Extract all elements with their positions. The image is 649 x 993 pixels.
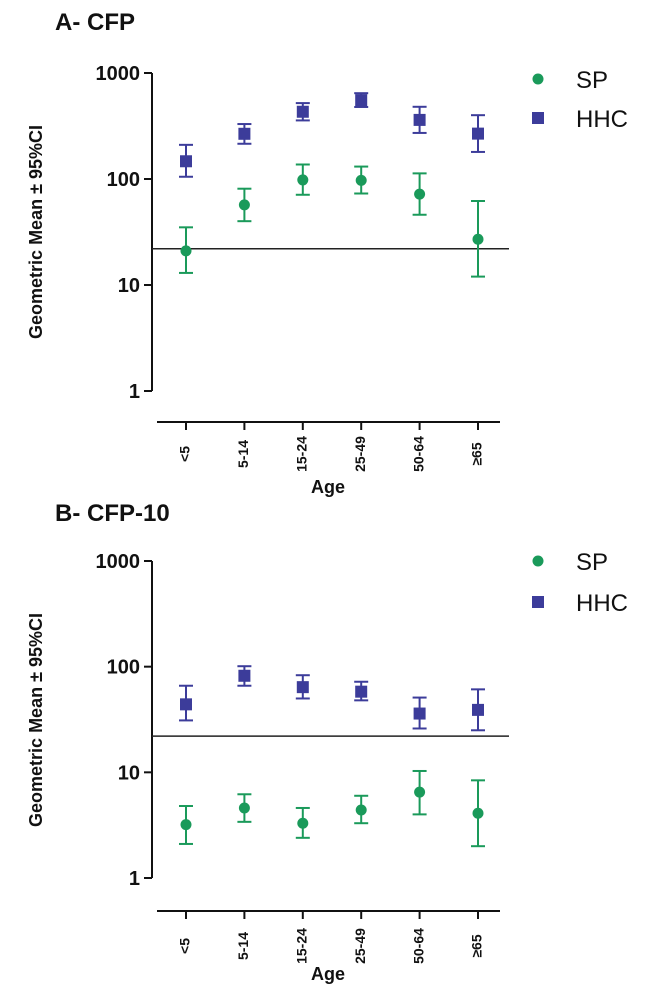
data-point-sp: [472, 807, 484, 819]
y-tick-label: 100: [107, 657, 140, 679]
series-hhc: [179, 665, 485, 732]
data-point-sp: [472, 233, 484, 245]
data-point-hhc: [180, 155, 192, 168]
x-tick-label: 25-49: [352, 436, 368, 472]
legend-label-hhc: HHC: [576, 106, 628, 133]
data-point-hhc: [296, 105, 309, 118]
y-tick-label: 10: [118, 275, 140, 297]
data-point-sp: [355, 804, 367, 816]
x-tick-label: 15-24: [294, 928, 310, 964]
data-point-sp: [297, 174, 309, 186]
legend-marker-sp: [532, 555, 544, 567]
y-axis-label: Geometric Mean ± 95%CI: [26, 125, 46, 339]
series-sp: [179, 163, 485, 278]
data-point-sp: [414, 786, 426, 798]
x-tick-label: ≥65: [469, 442, 485, 465]
data-point-hhc: [238, 127, 251, 140]
data-point-sp: [297, 817, 309, 829]
x-tick-label: 50-64: [410, 928, 426, 964]
data-point-hhc: [413, 113, 426, 126]
data-point-hhc: [413, 707, 426, 720]
legend-label-hhc: HHC: [576, 590, 628, 617]
x-axis-label: Age: [311, 964, 345, 984]
data-point-hhc: [180, 698, 192, 711]
data-point-hhc: [238, 669, 251, 682]
legend: SP HHC: [532, 67, 628, 133]
x-tick-label: ≥65: [469, 934, 485, 957]
x-tick-label: 5-14: [235, 932, 251, 960]
legend-label-sp: SP: [576, 67, 608, 94]
x-tick-label: 15-24: [294, 436, 310, 472]
x-tick-label: 50-64: [410, 436, 426, 472]
data-point-sp: [180, 819, 192, 831]
x-tick-label: 5-14: [235, 440, 251, 468]
y-tick-label: 1000: [96, 551, 141, 573]
series-hhc: [179, 92, 485, 178]
series-sp: [179, 769, 485, 848]
data-point-sp: [414, 188, 426, 200]
y-tick-label: 1: [129, 381, 140, 403]
panel-title: B- CFP-10: [55, 500, 170, 527]
legend-marker-hhc: [532, 596, 544, 608]
y-tick-label: 10: [118, 762, 140, 784]
data-point-sp: [238, 199, 250, 211]
x-tick-label: 25-49: [352, 928, 368, 964]
data-point-hhc: [355, 685, 368, 698]
y-tick-label: 1000: [96, 63, 141, 85]
legend-marker-hhc: [532, 112, 544, 124]
x-tick-label: <5: [177, 938, 193, 954]
data-point-hhc: [472, 127, 484, 140]
chart-panel-a: A- CFP 1 10 100 1000 Geometric Mean ± 95%CI <5…: [26, 9, 628, 497]
data-point-hhc: [472, 703, 484, 716]
legend-marker-sp: [532, 73, 544, 85]
y-tick-label: 100: [107, 169, 140, 191]
y-tick-label: 1: [129, 868, 140, 890]
data-point-hhc: [296, 681, 309, 694]
chart-panel-b: B- CFP-10 1 10 100 1000 Geometric Mean ± 95%C…: [26, 500, 628, 984]
legend: SP HHC: [532, 549, 628, 617]
x-axis-label: Age: [311, 477, 345, 497]
data-point-hhc: [355, 94, 368, 107]
data-point-sp: [355, 174, 367, 186]
panel-title: A- CFP: [55, 9, 135, 36]
data-point-sp: [238, 802, 250, 814]
data-point-sp: [180, 245, 192, 257]
y-axis-label: Geometric Mean ± 95%CI: [26, 613, 46, 827]
x-tick-label: <5: [177, 446, 193, 462]
legend-label-sp: SP: [576, 549, 608, 576]
